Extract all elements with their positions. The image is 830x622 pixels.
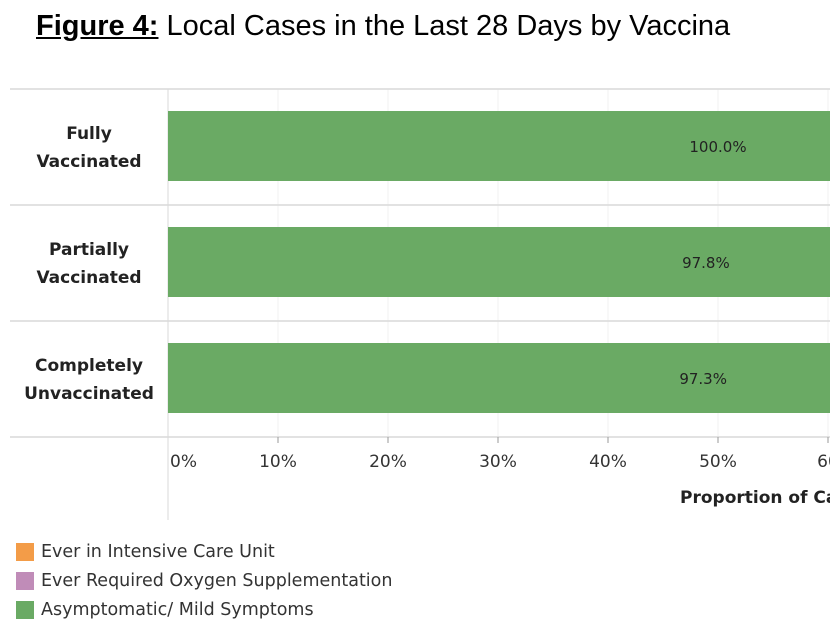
category-label: Completely — [35, 356, 143, 376]
tick-label: 50% — [699, 452, 737, 472]
category-label: Vaccinated — [36, 268, 141, 288]
x-axis-title: Proportion of Ca — [680, 488, 830, 508]
legend-item-mild: Asymptomatic/ Mild Symptoms — [16, 595, 392, 622]
legend-label: Ever Required Oxygen Supplementation — [41, 570, 393, 591]
legend-swatch — [16, 542, 34, 561]
figure-number: Figure 4: — [36, 10, 159, 42]
legend-item-oxygen: Ever Required Oxygen Supplementation — [16, 566, 392, 595]
legend: Ever in Intensive Care Unit Ever Require… — [16, 537, 392, 622]
tick-label: 30% — [479, 452, 517, 472]
legend-label: Ever in Intensive Care Unit — [41, 541, 275, 562]
tick-label: 10% — [259, 452, 297, 472]
legend-swatch — [16, 600, 34, 619]
category-label: Fully — [66, 124, 112, 144]
legend-swatch — [16, 571, 34, 590]
category-label: Unvaccinated — [24, 384, 154, 404]
bar — [168, 343, 830, 413]
tick-label: 20% — [369, 452, 407, 472]
tick-label: 0% — [170, 452, 197, 472]
category-label: Vaccinated — [36, 152, 141, 172]
category-label: Partially — [49, 240, 129, 260]
legend-label: Asymptomatic/ Mild Symptoms — [41, 599, 314, 620]
data-label: 100.0% — [689, 138, 746, 156]
legend-item-icu: Ever in Intensive Care Unit — [16, 537, 392, 566]
data-label: 97.3% — [679, 370, 727, 388]
bar — [168, 111, 830, 181]
title-text: Local Cases in the Last 28 Days by Vacci… — [158, 10, 731, 42]
bar — [168, 227, 830, 297]
tick-label: 60 — [817, 452, 830, 472]
chart-title: Figure 4: Local Cases in the Last 28 Day… — [36, 10, 730, 43]
tick-label: 40% — [589, 452, 627, 472]
data-label: 97.8% — [682, 254, 730, 272]
